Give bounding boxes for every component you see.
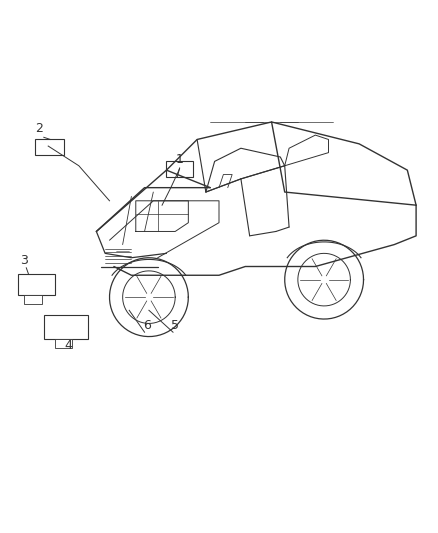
Text: 3: 3	[20, 254, 28, 266]
FancyBboxPatch shape	[166, 161, 193, 177]
Text: 1: 1	[176, 153, 184, 166]
Text: 2: 2	[35, 122, 43, 135]
FancyBboxPatch shape	[24, 295, 42, 304]
Text: 5: 5	[171, 319, 179, 332]
FancyBboxPatch shape	[44, 314, 88, 339]
FancyBboxPatch shape	[55, 339, 72, 348]
Text: 6: 6	[143, 319, 151, 332]
Text: 4: 4	[64, 339, 72, 352]
FancyBboxPatch shape	[18, 274, 55, 295]
FancyBboxPatch shape	[35, 140, 64, 155]
